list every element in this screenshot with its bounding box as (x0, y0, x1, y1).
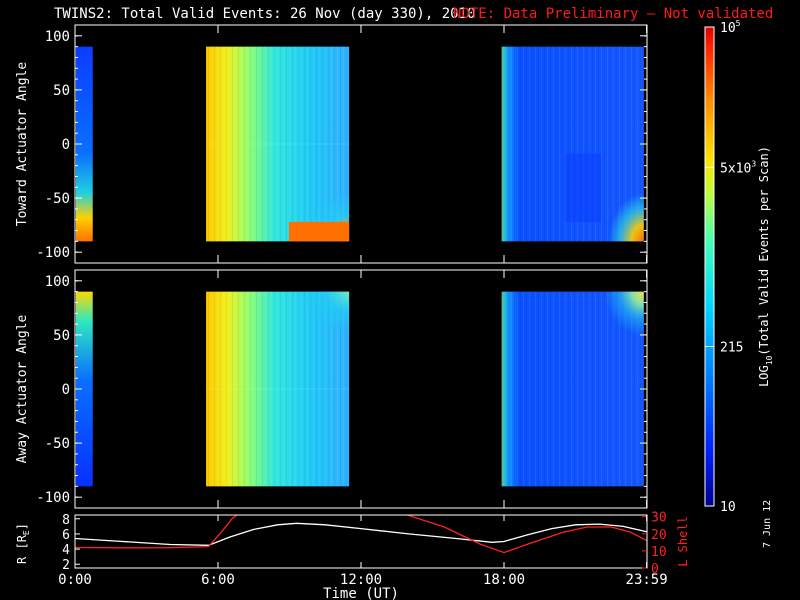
x-tick-label: 23:59 (626, 572, 668, 588)
heatmap-cell-block (76, 46, 93, 242)
colorbar-label: LOG10(Total Valid Events per Scan) (757, 146, 774, 387)
r-axis-label-end: ] (15, 523, 29, 530)
y-tick-label: -50 (45, 436, 70, 452)
y-tick-label-right: 20 (651, 528, 667, 543)
heatmap-cell-block (76, 291, 93, 487)
y-tick-label: 2 (62, 558, 70, 573)
colorbar-tick-exp: 3 (751, 159, 756, 168)
y-tick-label: 100 (45, 274, 70, 290)
y-tick-label: 4 (62, 543, 70, 558)
y-tick-label-right: 10 (651, 545, 667, 560)
colorbar-tick-base: 10 (720, 21, 736, 36)
y-tick-label: -100 (36, 490, 70, 506)
r-distance-line (75, 522, 647, 546)
y-axis-label: Away Actuator Angle (15, 314, 30, 463)
l-shell-axis-label: L Shell (676, 516, 690, 567)
x-tick-label: 12:00 (340, 572, 382, 588)
colorbar-gradient (705, 27, 714, 506)
r-axis-label-main: R [R (15, 534, 29, 564)
x-tick-label: 18:00 (483, 572, 525, 588)
r-axis-label-sub: E (22, 530, 31, 535)
x-tick-label: 0:00 (58, 572, 92, 588)
y-tick-label: 0 (62, 382, 70, 398)
preliminary-note: NOTE: Data Preliminary – Not validated (453, 6, 774, 22)
y-tick-label-right: 30 (651, 511, 667, 526)
heatmap-hot-region (565, 291, 644, 380)
colorbar-tick-label: 10 (720, 500, 736, 515)
colorbar-tick-label: 105 (720, 19, 741, 36)
y-tick-label: -50 (45, 191, 70, 207)
x-axis-label: Time (UT) (323, 586, 399, 600)
heatmap-hot-region (289, 221, 350, 242)
chart-title: TWINS2: Total Valid Events: 26 Nov (day … (54, 6, 476, 22)
y-axis-label: Toward Actuator Angle (15, 62, 30, 227)
colorbar-tick-value: 10 (720, 500, 736, 515)
heatmap-cool-region (565, 153, 602, 222)
y-tick-label-right: 0 (651, 562, 659, 577)
r-axis-label: R [RE] (15, 523, 31, 564)
time-axis: 0:00 6:00 12:00 18:00 23:59 Time (UT) (58, 572, 668, 600)
y-tick-label: 50 (53, 328, 70, 344)
away-heatmap-panel: -100 -50 0 50 100 Away Actuator Angle (15, 269, 648, 509)
colorbar-tick-exp: 5 (736, 19, 741, 28)
colorbar-tick-label: 5x103 (720, 159, 756, 176)
y-tick-label: -100 (36, 245, 70, 261)
colorbar-tick-label: 215 (720, 340, 743, 355)
y-tick-label: 8 (62, 513, 70, 528)
y-tick-label: 50 (53, 83, 70, 99)
colorbar-label-rest: (Total Valid Events per Scan) (757, 146, 771, 356)
x-tick-label: 6:00 (201, 572, 235, 588)
colorbar-tick-base: 5x10 (720, 161, 751, 176)
colorbar-tick-value: 215 (720, 340, 743, 355)
colorbar-label-sub: 10 (765, 355, 774, 365)
l-shell-line (75, 515, 239, 549)
y-tick-label: 6 (62, 528, 70, 543)
l-shell-line (405, 515, 647, 554)
heatmap-hot-region (270, 291, 350, 360)
plot-area (75, 515, 647, 568)
colorbar-label-log: LOG (757, 365, 771, 387)
toward-heatmap-panel: -100 -50 0 50 100 Toward Actuator Angle (15, 24, 648, 264)
y-tick-label: 100 (45, 29, 70, 45)
y-tick-label: 0 (62, 137, 70, 153)
